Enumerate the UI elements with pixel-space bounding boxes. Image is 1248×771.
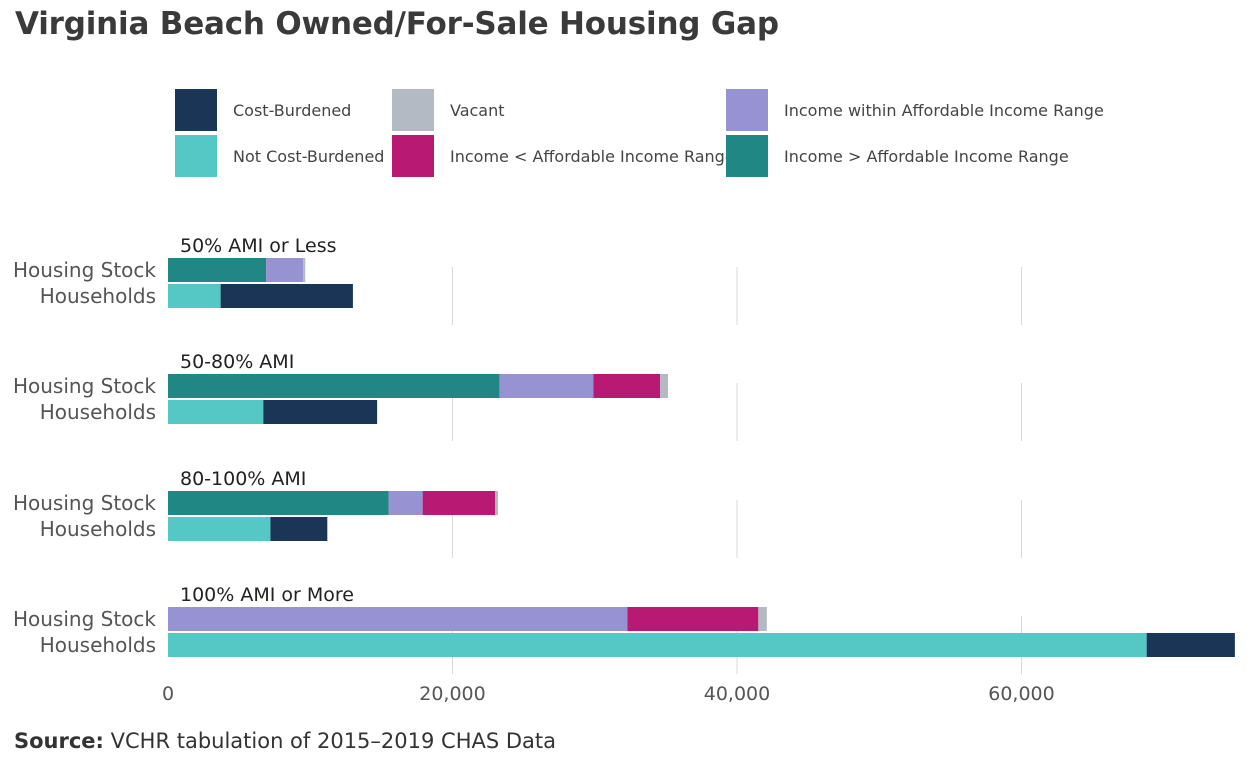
row-label-stock-50-80-ami: Housing Stock xyxy=(13,374,156,398)
bar-segment-80-100-ami-stock-income-above xyxy=(168,491,389,515)
legend-label-cost-burdened: Cost-Burdened xyxy=(233,100,352,120)
x-tick-label-3: 60,000 xyxy=(988,683,1054,705)
legend-swatch-cost-burdened xyxy=(175,89,217,131)
panel-title-50-80-ami: 50-80% AMI xyxy=(180,351,294,373)
x-tick-label-0: 0 xyxy=(162,683,174,705)
row-label-stock-50-ami-or-less: Housing Stock xyxy=(13,258,156,282)
row-label-stock-100-ami-or-more: Housing Stock xyxy=(13,607,156,631)
legend-label-not-cost-burdened: Not Cost-Burdened xyxy=(233,146,385,166)
bar-segment-50-80-ami-households-cost-burdened xyxy=(263,400,378,424)
bar-segment-80-100-ami-stock-vacant xyxy=(495,491,499,515)
x-tick-label-1: 20,000 xyxy=(419,683,485,705)
legend-swatch-income-within xyxy=(726,89,768,131)
row-label-households-100-ami-or-more: Households xyxy=(40,633,156,657)
panel-title-80-100-ami: 80-100% AMI xyxy=(180,468,306,490)
row-label-stock-80-100-ami: Housing Stock xyxy=(13,491,156,515)
legend-swatch-income-below xyxy=(392,135,434,177)
legend-label-income-above: Income > Affordable Income Range xyxy=(784,146,1069,166)
x-tick-label-2: 40,000 xyxy=(704,683,770,705)
row-label-households-50-ami-or-less: Households xyxy=(40,284,156,308)
chart-title: Virginia Beach Owned/For-Sale Housing Ga… xyxy=(15,6,779,42)
legend-item-cost-burdened: Cost-Burdened xyxy=(175,89,351,131)
bar-segment-50-80-ami-households-not-cost-burdened xyxy=(168,400,264,424)
bar-segment-50-80-ami-stock-vacant xyxy=(660,374,669,398)
bar-segment-50-ami-or-less-stock-vacant xyxy=(303,258,306,282)
bar-segment-100-ami-or-more-households-cost-burdened xyxy=(1146,633,1235,657)
bar-segment-100-ami-or-more-stock-vacant xyxy=(758,607,767,631)
legend-swatch-not-cost-burdened xyxy=(175,135,217,177)
bar-segment-80-100-ami-households-not-cost-burdened xyxy=(168,517,271,541)
row-label-households-50-80-ami: Households xyxy=(40,400,156,424)
bar-segment-80-100-ami-stock-income-within xyxy=(388,491,423,515)
source-text: VCHR tabulation of 2015–2019 CHAS Data xyxy=(103,729,557,753)
panel-title-100-ami-or-more: 100% AMI or More xyxy=(180,584,354,606)
source-label: Source: xyxy=(14,729,104,753)
bar-segment-100-ami-or-more-stock-income-below xyxy=(627,607,759,631)
legend-label-vacant: Vacant xyxy=(450,100,505,120)
bar-segment-50-80-ami-stock-income-below xyxy=(593,374,661,398)
bar-segment-100-ami-or-more-households-not-cost-burdened xyxy=(168,633,1147,657)
bar-segment-50-80-ami-stock-income-above xyxy=(168,374,500,398)
source-note: Source: VCHR tabulation of 2015–2019 CHA… xyxy=(14,729,556,753)
bar-segment-50-ami-or-less-households-not-cost-burdened xyxy=(168,284,221,308)
bar-segment-50-80-ami-stock-income-within xyxy=(499,374,594,398)
legend-swatch-income-above xyxy=(726,135,768,177)
legend-item-not-cost-burdened: Not Cost-Burdened xyxy=(175,135,384,177)
bar-segment-80-100-ami-households-cost-burdened xyxy=(270,517,328,541)
bar-segment-50-ami-or-less-stock-income-within xyxy=(266,258,304,282)
legend-item-income-above: Income > Affordable Income Range xyxy=(726,135,1069,177)
panel-title-50-ami-or-less: 50% AMI or Less xyxy=(180,235,337,257)
bar-segment-50-ami-or-less-stock-income-above xyxy=(168,258,267,282)
legend-item-income-within: Income within Affordable Income Range xyxy=(726,89,1104,131)
row-label-households-80-100-ami: Households xyxy=(40,517,156,541)
bar-segment-100-ami-or-more-stock-income-within xyxy=(168,607,628,631)
legend-item-income-below: Income < Affordable Income Range xyxy=(392,135,735,177)
bar-segment-80-100-ami-stock-income-below xyxy=(422,491,496,515)
legend-swatch-vacant xyxy=(392,89,434,131)
bar-segment-50-ami-or-less-households-cost-burdened xyxy=(220,284,353,308)
legend-item-vacant: Vacant xyxy=(392,89,505,131)
legend-label-income-below: Income < Affordable Income Range xyxy=(450,146,735,166)
legend-label-income-within: Income within Affordable Income Range xyxy=(784,100,1104,120)
